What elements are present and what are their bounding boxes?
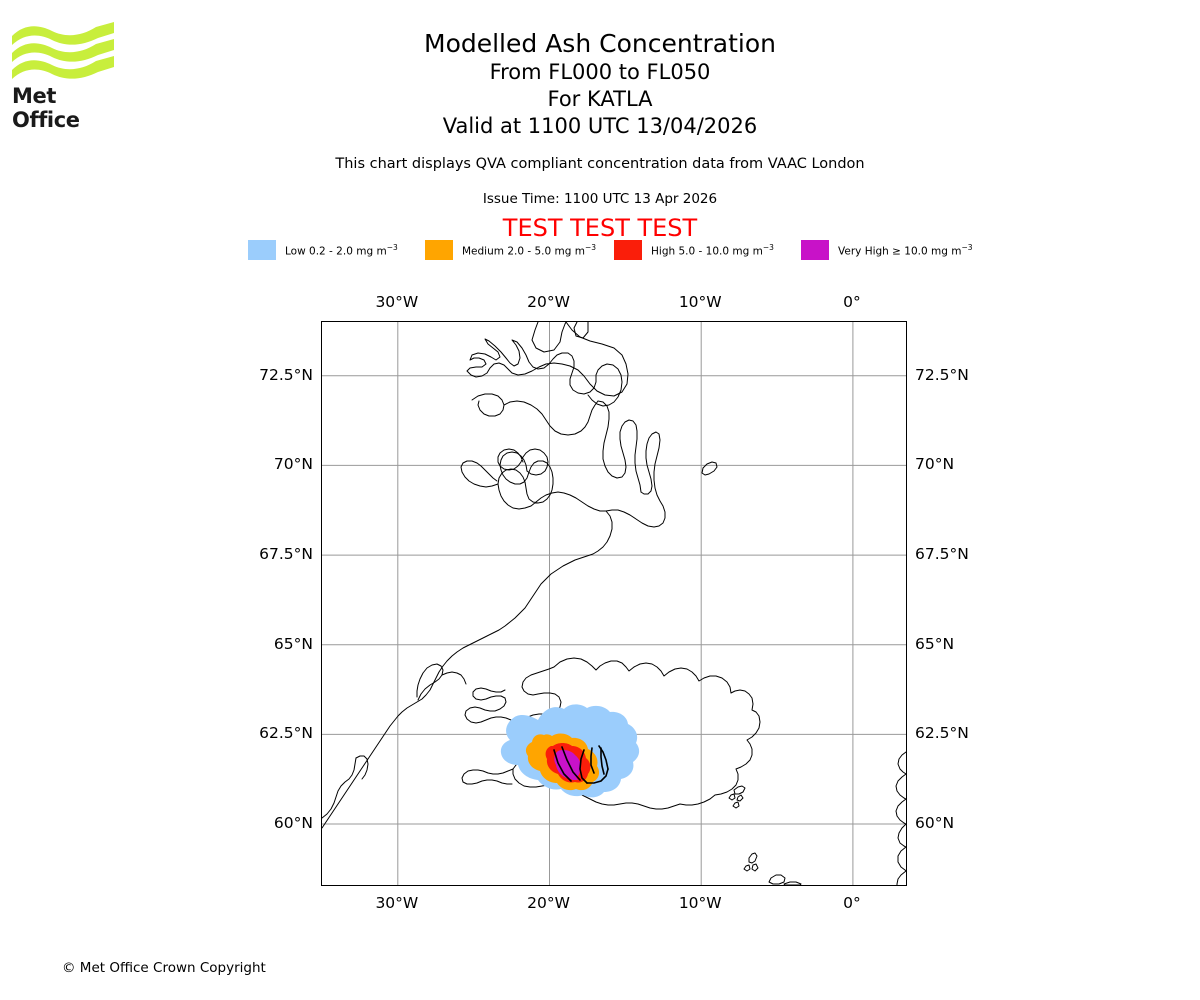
lon-tick-label: 10°W	[678, 293, 722, 311]
latitude-axis-left: 72.5°N 70°N 67.5°N 65°N 62.5°N 60°N	[225, 321, 313, 886]
copyright-text: © Met Office Crown Copyright	[62, 960, 266, 976]
title-valid-time: Valid at 1100 UTC 13/04/2026	[442, 114, 758, 138]
lon-tick-label: 20°W	[527, 894, 570, 912]
legend-item-medium: Medium 2.0 - 5.0 mg m−3	[425, 239, 596, 261]
legend-swatch-very-high	[801, 240, 829, 260]
logo-wordmark: Met Office	[12, 84, 80, 132]
title-flight-levels: From FL000 to FL050	[489, 60, 711, 84]
lat-tick-label: 67.5°N	[259, 545, 313, 564]
title-volcano: For KATLA	[547, 87, 653, 111]
plume-contour-lines	[553, 745, 609, 784]
concentration-legend: Low 0.2 - 2.0 mg m−3 Medium 2.0 - 5.0 mg…	[248, 239, 988, 263]
ash-concentration-map[interactable]	[321, 321, 907, 886]
lat-tick-label: 62.5°N	[259, 724, 313, 743]
map-frame	[321, 321, 907, 886]
coastlines	[322, 322, 906, 885]
chart-title-block: Modelled Ash Concentration From FL000 to…	[0, 28, 1200, 140]
met-office-logo: Met Office	[10, 22, 130, 132]
lat-tick-label: 70°N	[273, 455, 313, 474]
legend-label-medium: Medium 2.0 - 5.0 mg m−3	[462, 242, 597, 258]
latitude-axis-right: 72.5°N 70°N 67.5°N 65°N 62.5°N 60°N	[915, 321, 1015, 886]
lat-tick-label: 67.5°N	[915, 545, 969, 564]
legend-label-high: High 5.0 - 10.0 mg m−3	[651, 242, 774, 258]
lat-tick-label: 72.5°N	[259, 365, 313, 384]
lat-tick-label: 62.5°N	[915, 724, 969, 743]
lon-tick-label: 30°W	[375, 894, 419, 912]
lat-tick-label: 60°N	[915, 814, 955, 833]
legend-swatch-medium	[425, 240, 453, 260]
legend-swatch-low	[248, 240, 276, 260]
lon-tick-label: 0°	[843, 293, 861, 311]
legend-item-high: High 5.0 - 10.0 mg m−3	[614, 239, 774, 261]
legend-swatch-high	[614, 240, 642, 260]
met-office-waves-icon	[12, 22, 114, 79]
chart-subtitle: This chart displays QVA compliant concen…	[335, 156, 865, 172]
lat-tick-label: 65°N	[273, 634, 313, 653]
lat-tick-label: 70°N	[915, 455, 955, 474]
page-title: Modelled Ash Concentration	[424, 29, 776, 58]
legend-label-very-high: Very High ≥ 10.0 mg m−3	[838, 242, 973, 258]
graticule-gridlines	[322, 322, 906, 885]
lon-tick-label: 0°	[843, 894, 861, 912]
legend-item-very-high: Very High ≥ 10.0 mg m−3	[801, 239, 973, 261]
test-watermark: TEST TEST TEST	[502, 214, 698, 242]
legend-label-low: Low 0.2 - 2.0 mg m−3	[285, 242, 398, 258]
lat-tick-label: 60°N	[273, 814, 313, 833]
lat-tick-label: 65°N	[915, 634, 955, 653]
lon-tick-label: 30°W	[375, 293, 419, 311]
lat-tick-label: 72.5°N	[915, 365, 969, 384]
lon-tick-label: 20°W	[527, 293, 570, 311]
lon-tick-label: 10°W	[678, 894, 722, 912]
ash-plume-very-high-concentration	[554, 750, 581, 780]
map-canvas	[322, 322, 906, 885]
issue-time-text: Issue Time: 1100 UTC 13 Apr 2026	[482, 191, 718, 207]
legend-item-low: Low 0.2 - 2.0 mg m−3	[248, 239, 398, 261]
